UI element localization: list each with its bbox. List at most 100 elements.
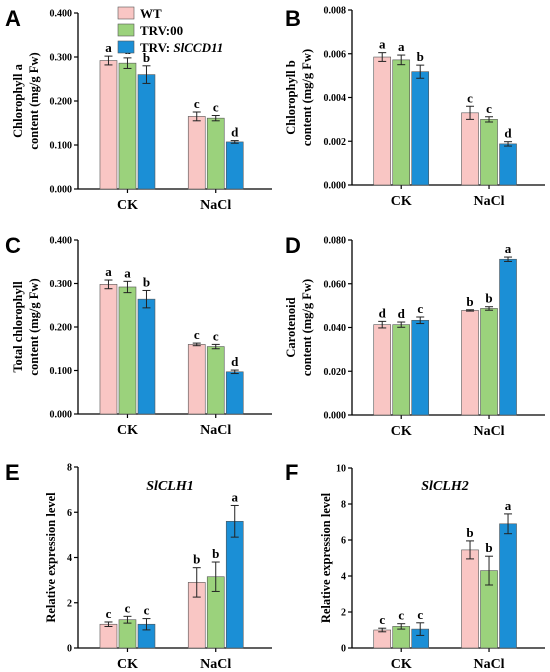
x-tick-label: NaCl bbox=[200, 198, 231, 213]
y-tick-label: 0.000 bbox=[324, 181, 347, 192]
bar bbox=[499, 523, 517, 649]
bar bbox=[225, 141, 244, 190]
bar bbox=[392, 59, 411, 186]
y-tick-label: 0.200 bbox=[50, 97, 73, 108]
significance-letter: d bbox=[231, 354, 239, 369]
x-tick-label: CK bbox=[117, 198, 138, 213]
y-tick-label: 0.000 bbox=[324, 411, 347, 422]
bar bbox=[411, 71, 430, 186]
x-tick-label: NaCl bbox=[200, 657, 231, 672]
y-axis-label: Relative expression level bbox=[319, 492, 333, 623]
bar bbox=[99, 623, 118, 649]
y-tick-label: 0.020 bbox=[324, 367, 347, 378]
y-tick-label: 0.008 bbox=[324, 6, 347, 17]
bar bbox=[225, 371, 244, 415]
significance-letter: b bbox=[466, 525, 473, 540]
significance-letter: a bbox=[505, 498, 512, 513]
bar bbox=[118, 619, 137, 649]
y-tick-label: 4 bbox=[341, 572, 346, 583]
panel-d: D 0.000 0.020 0.040 0.060 0.080 Carotenoid cont… bbox=[284, 233, 545, 439]
y-tick-label: 0.002 bbox=[324, 137, 347, 148]
panel-letter: D bbox=[285, 233, 301, 258]
x-tick-label: CK bbox=[117, 423, 138, 438]
y-tick-label: 0.060 bbox=[324, 279, 347, 290]
y-tick-label: 0.300 bbox=[50, 279, 73, 290]
bar bbox=[373, 56, 392, 186]
significance-letter: b bbox=[485, 540, 492, 555]
bar bbox=[118, 62, 137, 190]
y-tick-label: 2 bbox=[67, 598, 72, 609]
significance-letter: a bbox=[505, 241, 512, 256]
bar bbox=[411, 319, 430, 416]
x-tick-label: CK bbox=[117, 657, 138, 672]
significance-letter: a bbox=[105, 264, 112, 279]
y-axis-label: Chlorophyll a content (mg/g Fw) bbox=[11, 52, 41, 149]
legend-label: TRV: SlCCD11 bbox=[140, 40, 223, 55]
bar bbox=[392, 626, 411, 649]
x-tick-label: CK bbox=[391, 424, 412, 439]
bar bbox=[225, 520, 244, 649]
y-axis-label: Relative expression level bbox=[44, 492, 58, 623]
significance-letter: a bbox=[379, 37, 386, 52]
significance-letter: c bbox=[417, 607, 423, 622]
y-axis-label: Total chlorophyll content (mg/g Fw) bbox=[11, 278, 41, 375]
y-tick-label: 0 bbox=[67, 644, 72, 655]
bar bbox=[480, 308, 498, 416]
significance-letter: c bbox=[194, 327, 200, 342]
panel-letter: E bbox=[5, 460, 20, 485]
x-tick-label: NaCl bbox=[473, 424, 504, 439]
bar bbox=[206, 117, 225, 190]
bar bbox=[499, 143, 517, 186]
significance-letter: c bbox=[467, 90, 473, 105]
panel-e: E SlCLH1 0 2 4 6 8 Relative expression level CK c… bbox=[5, 460, 272, 672]
significance-letter: c bbox=[194, 96, 200, 111]
x-tick-label: CK bbox=[391, 657, 412, 672]
bar bbox=[373, 629, 392, 649]
significance-letter: d bbox=[379, 305, 387, 320]
bar bbox=[392, 324, 411, 416]
significance-letter: b bbox=[212, 546, 219, 561]
y-tick-label: 6 bbox=[341, 536, 346, 547]
significance-letter: c bbox=[213, 100, 219, 115]
panel-letter: B bbox=[285, 6, 301, 31]
y-tick-label: 0.100 bbox=[50, 366, 73, 377]
significance-letter: c bbox=[486, 101, 492, 116]
legend-swatch bbox=[117, 6, 135, 20]
bar bbox=[461, 310, 479, 416]
gene-title: SlCLH1 bbox=[146, 479, 193, 494]
panel-f: F SlCLH2 0 2 4 6 8 10 Relative expression level C… bbox=[285, 460, 545, 672]
significance-letter: c bbox=[144, 603, 150, 618]
significance-letter: a bbox=[231, 489, 238, 504]
x-tick-label: NaCl bbox=[473, 657, 504, 672]
significance-letter: b bbox=[466, 294, 473, 309]
significance-letter: a bbox=[124, 265, 131, 280]
panel-c: C 0.000 0.100 0.200 0.300 0.400 Total chloroph… bbox=[5, 233, 272, 438]
significance-letter: c bbox=[398, 608, 404, 623]
x-tick-label: CK bbox=[391, 194, 412, 209]
y-axis-label: Chlorophyll b content (mg/g Fw) bbox=[284, 49, 314, 146]
significance-letter: c bbox=[417, 301, 423, 316]
y-tick-label: 0.080 bbox=[324, 236, 347, 247]
significance-letter: b bbox=[143, 50, 150, 65]
y-tick-label: 8 bbox=[341, 500, 346, 511]
significance-letter: d bbox=[398, 306, 406, 321]
panel-letter: A bbox=[5, 6, 21, 31]
legend-swatch bbox=[117, 23, 135, 37]
y-tick-label: 0.006 bbox=[324, 49, 347, 60]
bar bbox=[99, 284, 118, 415]
significance-letter: d bbox=[231, 125, 239, 140]
y-tick-label: 4 bbox=[67, 553, 72, 564]
legend-label: WT bbox=[140, 6, 162, 21]
y-tick-label: 0.300 bbox=[50, 53, 73, 64]
y-tick-label: 0.100 bbox=[50, 141, 73, 152]
legend-swatch bbox=[117, 40, 135, 54]
chart-legend: WT TRV:00 TRV: SlCCD11 bbox=[117, 6, 223, 55]
significance-letter: a bbox=[398, 39, 405, 54]
significance-letter: b bbox=[417, 49, 424, 64]
y-tick-label: 6 bbox=[67, 508, 72, 519]
bar bbox=[118, 286, 137, 415]
bar bbox=[206, 346, 225, 415]
bar bbox=[187, 116, 206, 190]
